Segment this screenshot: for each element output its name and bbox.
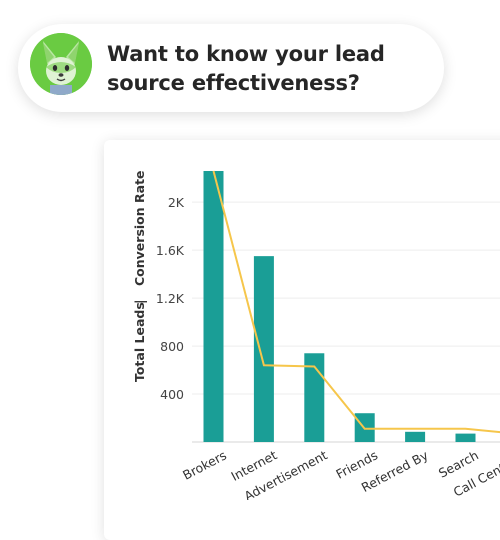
y-ticks: 400 800 1.2K 1.6K 2K	[156, 195, 185, 402]
bar-referred-by[interactable]	[405, 432, 425, 442]
ylabel-separator: |	[132, 299, 147, 304]
y-tick-label: 1.2K	[156, 291, 185, 306]
x-tick-label: Brokers	[180, 447, 229, 482]
x-tick-label: Advertisement	[242, 447, 330, 500]
bar-internet[interactable]	[254, 256, 274, 442]
bars	[204, 171, 476, 442]
bar-brokers[interactable]	[204, 171, 224, 442]
bar-search[interactable]	[456, 434, 476, 442]
ylabel-total-leads: Total Leads	[132, 302, 147, 382]
y-tick-label: 2K	[168, 195, 185, 210]
ylabel-conversion-rate: Conversion Rate	[132, 170, 147, 286]
y-tick-label: 800	[160, 339, 184, 354]
y-tick-label: 400	[160, 387, 184, 402]
y-tick-label: 1.6K	[156, 243, 185, 258]
y-axis-label: Total Leads | Conversion Rate	[132, 170, 147, 382]
